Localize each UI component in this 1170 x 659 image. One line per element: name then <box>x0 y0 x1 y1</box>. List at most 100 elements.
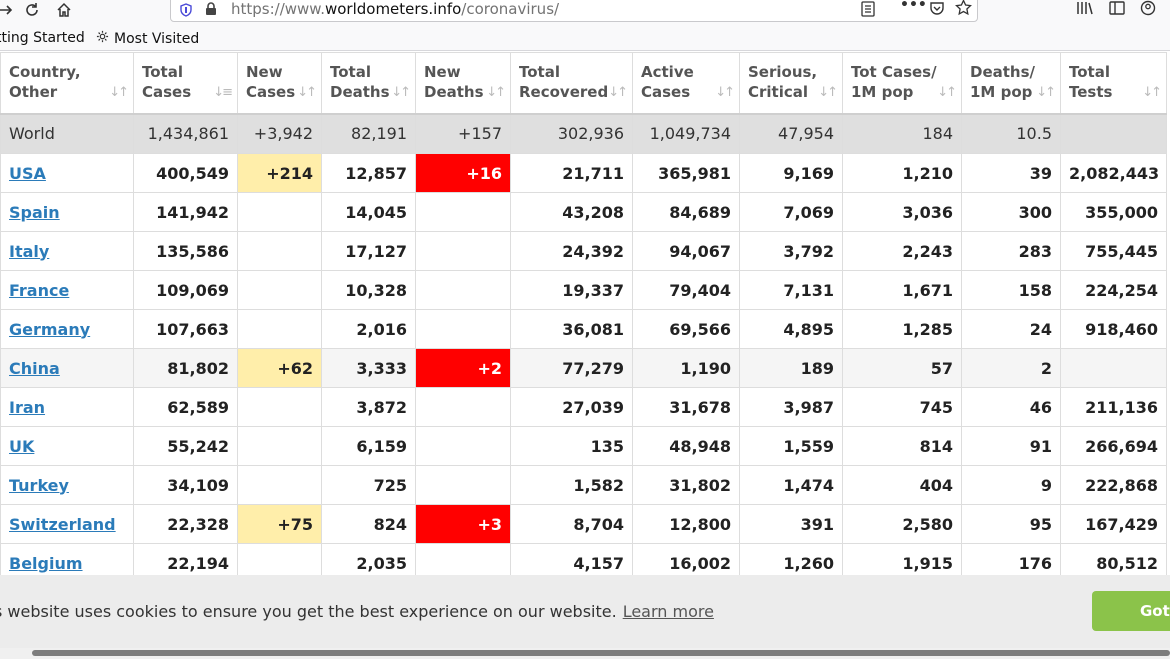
browser-toolbar: https://www.worldometers.info/coronaviru… <box>0 0 1170 27</box>
table-cell <box>415 309 511 349</box>
cookie-text: s website uses cookies to ensure you get… <box>0 602 617 621</box>
table-cell: 27,039 <box>510 387 633 427</box>
table-cell: 55,242 <box>133 426 238 466</box>
table-cell: 8,704 <box>510 504 633 544</box>
sort-icon[interactable]: ↓↑ <box>1036 84 1056 100</box>
column-header-label: Total <box>519 63 560 81</box>
table-cell: 184 <box>842 113 962 154</box>
table-cell: 7,131 <box>739 270 843 310</box>
table-cell: 355,000 <box>1060 192 1167 232</box>
column-header[interactable]: New Cases ↓↑ <box>237 52 322 115</box>
column-header[interactable]: Total Deaths ↓↑ <box>321 52 416 115</box>
table-cell: 3,987 <box>739 387 843 427</box>
table-cell: 365,981 <box>632 153 740 193</box>
url-text[interactable]: https://www.worldometers.info/coronaviru… <box>231 0 559 18</box>
sort-icon[interactable]: ↓↑ <box>109 84 129 100</box>
country-link[interactable]: USA <box>9 163 46 183</box>
sort-icon[interactable]: ↓↑ <box>937 84 957 100</box>
sort-icon[interactable]: ↓↑ <box>1142 84 1162 100</box>
sort-active-icon[interactable]: ↓≡ <box>213 84 233 100</box>
home-icon[interactable] <box>54 0 74 20</box>
bookmark-most-visited[interactable]: Most Visited <box>96 30 199 47</box>
sort-icon[interactable]: ↓↑ <box>391 84 411 100</box>
table-cell: +62 <box>237 348 322 388</box>
table-cell: 19,337 <box>510 270 633 310</box>
cookie-accept-button[interactable]: Got <box>1092 591 1170 631</box>
learn-more-link[interactable]: Learn more <box>622 602 714 621</box>
table-cell: 189 <box>739 348 843 388</box>
column-header-label: Active <box>641 63 694 81</box>
column-header-label: Total <box>1069 63 1110 81</box>
country-link[interactable]: Iran <box>9 397 46 417</box>
column-header[interactable]: Total Tests ↓↑ <box>1060 52 1167 115</box>
country-link[interactable]: Germany <box>9 319 91 339</box>
sort-icon[interactable]: ↓↑ <box>818 84 838 100</box>
table-cell <box>237 387 322 427</box>
table-cell: +3 <box>415 504 511 544</box>
table-cell: +157 <box>415 113 511 154</box>
library-icon[interactable] <box>1076 0 1094 20</box>
page-actions-icon[interactable]: ••• <box>900 0 927 13</box>
table-cell: Italy <box>0 231 134 271</box>
bookmark-getting-started[interactable]: tting Started <box>0 30 85 46</box>
column-header[interactable]: Active Cases ↓↑ <box>632 52 740 115</box>
reload-icon[interactable] <box>22 0 42 20</box>
table-cell: 43,208 <box>510 192 633 232</box>
table-cell <box>415 543 511 575</box>
sort-icon[interactable]: ↓↑ <box>715 84 735 100</box>
country-link[interactable]: China <box>9 358 60 378</box>
column-header[interactable]: New Deaths ↓↑ <box>415 52 511 115</box>
forward-icon[interactable] <box>0 0 16 20</box>
tracking-protection-icon[interactable] <box>179 2 193 21</box>
table-cell: Germany <box>0 309 134 349</box>
page-content: Country, Other ↓↑ Total Cases ↓≡ New Cases ↓↑ Tot… <box>0 52 1170 575</box>
table-cell <box>1060 348 1167 388</box>
table-cell: 12,800 <box>632 504 740 544</box>
scrollbar-thumb[interactable] <box>32 650 1170 656</box>
column-header[interactable]: Country, Other ↓↑ <box>0 52 134 115</box>
table-cell: 824 <box>321 504 416 544</box>
reader-view-icon[interactable] <box>861 1 875 21</box>
url-path: /coronavirus/ <box>461 0 560 18</box>
column-header-label: Total <box>142 63 183 81</box>
table-cell: 46 <box>961 387 1061 427</box>
lock-icon[interactable] <box>205 1 217 20</box>
country-link[interactable]: UK <box>9 436 35 456</box>
table-cell: 918,460 <box>1060 309 1167 349</box>
country-link[interactable]: Turkey <box>9 475 69 495</box>
table-cell: 2 <box>961 348 1061 388</box>
bookmark-star-icon[interactable] <box>955 0 972 20</box>
table-cell: Switzerland <box>0 504 134 544</box>
column-header[interactable]: Tot Cases/1M pop ↓↑ <box>842 52 962 115</box>
url-host: worldometers.info <box>324 0 462 18</box>
table-cell: 1,582 <box>510 465 633 505</box>
table-cell: 2,243 <box>842 231 962 271</box>
sidebar-toggle-icon[interactable] <box>1109 0 1125 20</box>
country-link[interactable]: Switzerland <box>9 514 116 534</box>
table-cell: 17,127 <box>321 231 416 271</box>
bookmark-label: Most Visited <box>114 31 200 47</box>
sort-icon[interactable]: ↓↑ <box>486 84 506 100</box>
table-cell: 62,589 <box>133 387 238 427</box>
column-header[interactable]: Serious, Critical ↓↑ <box>739 52 843 115</box>
table-row: UK 55,242 6,159 135 48,948 1,559 814 91 266,694 <box>0 426 1167 466</box>
column-header[interactable]: Total Cases ↓≡ <box>133 52 238 115</box>
address-bar[interactable]: https://www.worldometers.info/coronaviru… <box>170 0 978 22</box>
country-link[interactable]: Italy <box>9 241 50 261</box>
pocket-icon[interactable] <box>929 0 945 20</box>
account-icon[interactable] <box>1140 0 1156 20</box>
table-cell: 94,067 <box>632 231 740 271</box>
table-cell: 107,663 <box>133 309 238 349</box>
sort-icon[interactable]: ↓↑ <box>608 84 628 100</box>
horizontal-scrollbar[interactable] <box>0 648 1170 659</box>
table-cell: 158 <box>961 270 1061 310</box>
country-link[interactable]: Belgium <box>9 553 83 573</box>
table-cell <box>237 192 322 232</box>
country-link[interactable]: France <box>9 280 70 300</box>
country-link[interactable]: Spain <box>9 202 60 222</box>
column-header-label: Cases <box>246 83 296 101</box>
column-header[interactable]: Total Recovered ↓↑ <box>510 52 633 115</box>
table-cell: Belgium <box>0 543 134 575</box>
column-header[interactable]: Deaths/1M pop ↓↑ <box>961 52 1061 115</box>
sort-icon[interactable]: ↓↑ <box>297 84 317 100</box>
